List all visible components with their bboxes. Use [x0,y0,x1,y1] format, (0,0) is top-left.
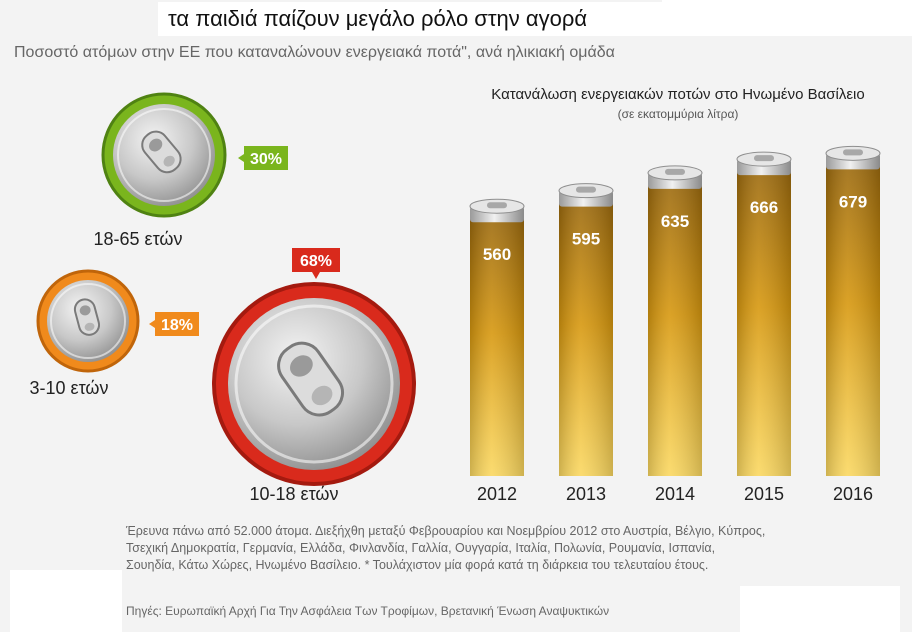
tick-label-2014: 2014 [655,484,695,504]
can-tab-2015 [754,155,774,162]
tick-label-2015: 2015 [744,484,784,504]
can-tab-2014 [665,168,685,175]
badge-18-65 [238,146,288,170]
value-label-2016: 679 [839,192,867,211]
lid-rim-10-18 [234,304,394,464]
bar-shade-2014 [648,182,702,476]
header-strip [662,0,912,36]
value-label-2013: 595 [572,230,600,249]
chart-title: Κατανάλωση ενεργειακών ποτών στο Ηνωμένο… [491,86,865,103]
value-label-2015: 666 [750,198,778,217]
label-10-18: 10-18 ετών [250,484,339,504]
can-tab-2016 [843,149,863,156]
pull-tab-icon [277,341,345,417]
pull-tab-icon [141,130,182,174]
chart-subtitle: (σε εκατομμύρια λίτρα) [617,107,739,121]
corner-patch-left [10,570,122,632]
value-label-2014: 635 [661,212,689,231]
corner-patch-right [740,586,900,632]
page-subtitle: Ποσοστό ατόμων στην ΕΕ που καταναλώνουν … [14,44,615,61]
value-label-2012: 560 [483,245,511,264]
percent-18-65: 30% [250,151,282,168]
ring-shade-18-65 [101,92,227,218]
bar-shade-2016 [826,163,880,477]
title-box: τα παιδιά παίζουν μεγάλο ρόλο στην αγορά [158,2,662,36]
tick-label-2016: 2016 [833,484,873,504]
pull-tab-icon [73,298,101,336]
can-tab-2013 [576,186,596,193]
bar-shade-2013 [559,200,613,476]
tick-label-2013: 2013 [566,484,606,504]
label-18-65: 18-65 ετών [94,229,183,249]
bar-shade-2012 [470,216,524,476]
age-group-3-10: 18% 3-10 ετών [30,269,199,398]
badge-3-10 [149,312,199,336]
percent-10-18: 68% [300,253,332,270]
can-tab-2012 [487,202,507,209]
percent-3-10: 18% [161,317,193,334]
lid-rim-3-10 [50,283,126,359]
age-group-10-18: 68% 10-18 ετών [212,248,416,504]
page-title: τα παιδιά παίζουν μεγάλο ρόλο στην αγορά [168,6,588,31]
tick-label-2012: 2012 [477,484,517,504]
ring-shade-10-18 [212,282,416,486]
bar-chart: 560 2012 595 2013 635 2014 666 2015 679 2016 [469,145,881,504]
bar-shade-2015 [737,169,791,476]
badge-10-18 [292,248,340,279]
footnote: Έρευνα πάνω από 52.000 άτομα. Διεξήχθη μ… [126,524,766,572]
label-3-10: 3-10 ετών [30,378,109,398]
ring-shade-3-10 [36,269,140,373]
source-note: Πηγές: Ευρωπαϊκή Αρχή Για Την Ασφάλεια Τ… [126,604,610,618]
lid-rim-18-65 [117,108,211,202]
age-group-18-65: 30% 18-65 ετών [94,92,288,249]
